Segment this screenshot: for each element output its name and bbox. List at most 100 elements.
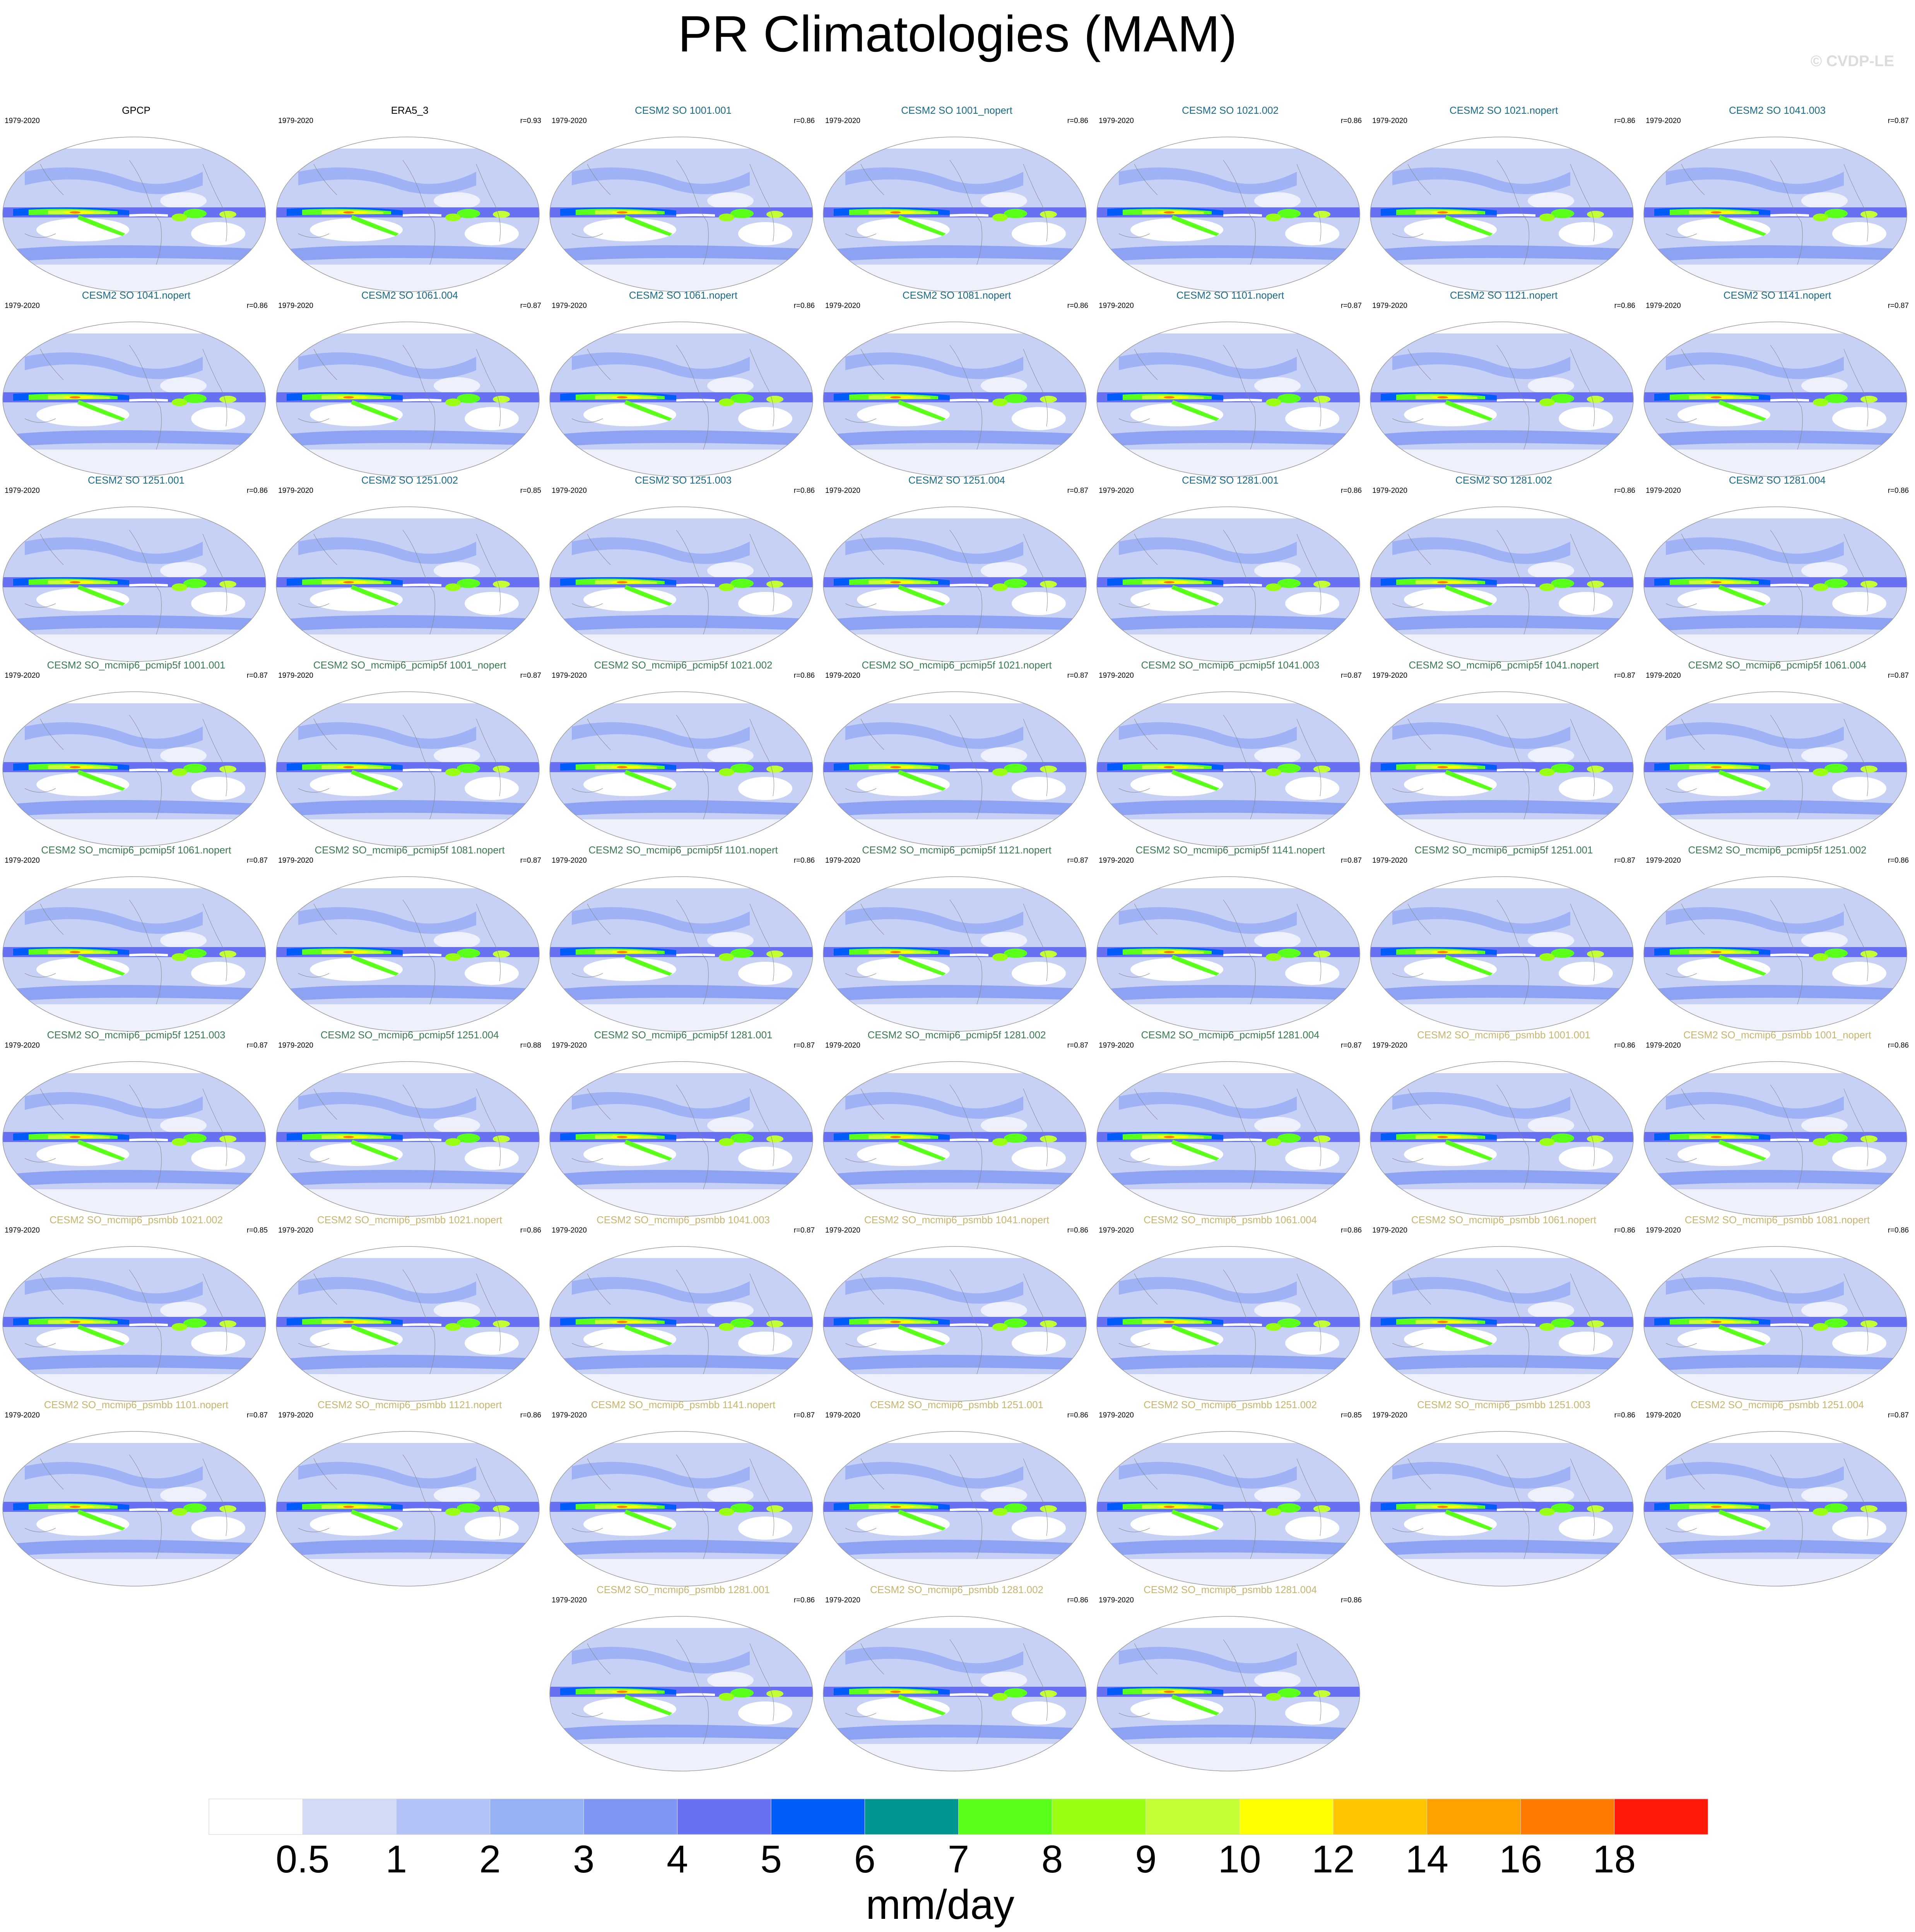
panel-period: 1979-2020	[1099, 1226, 1134, 1234]
precip-map	[1643, 691, 1907, 847]
colorbar-tick-label: 10	[1218, 1838, 1261, 1881]
panel-period: 1979-2020	[552, 1041, 587, 1050]
panel-title: CESM2 SO 1251.004	[908, 474, 1005, 486]
precip-map	[1370, 1431, 1634, 1587]
panel-title: CESM2 SO_mcmip6_psmbb 1041.nopert	[864, 1214, 1050, 1226]
colorbar-swatch	[1052, 1799, 1146, 1835]
panel-title: CESM2 SO_mcmip6_pcmip5f 1251.001	[1414, 844, 1593, 856]
colorbar-tick-label: 3	[573, 1838, 595, 1881]
panel-period: 1979-2020	[278, 1411, 313, 1419]
panel-period: 1979-2020	[1646, 487, 1681, 495]
panel-period: 1979-2020	[1646, 857, 1681, 865]
precip-map	[2, 1246, 266, 1402]
panel-title: CESM2 SO_mcmip6_psmbb 1281.001	[596, 1584, 770, 1595]
panel-correlation: r=0.87	[1067, 1041, 1088, 1050]
panel-correlation: r=0.87	[246, 1041, 268, 1050]
panel-correlation: r=0.87	[520, 857, 541, 865]
precip-map	[549, 137, 813, 292]
panel-correlation: r=0.86	[1614, 1411, 1635, 1419]
panel-title: CESM2 SO_mcmip6_psmbb 1081.nopert	[1684, 1214, 1870, 1226]
map-panel: CESM2 SO_mcmip6_psmbb 1141.nopert 1979-20…	[548, 1397, 819, 1629]
colorbar-outline	[209, 1799, 1708, 1835]
panel-correlation: r=0.86	[1888, 857, 1909, 865]
colorbar-swatch	[583, 1799, 678, 1835]
panel-period: 1979-2020	[278, 1226, 313, 1234]
colorbar-swatch	[677, 1799, 771, 1835]
map-panel: CESM2 SO_mcmip6_psmbb 1121.nopert 1979-20…	[274, 1397, 545, 1629]
precip-map	[1370, 137, 1634, 292]
map-panel: CESM2 SO_mcmip6_psmbb 1021.002 1979-2020 r…	[1, 1212, 272, 1444]
panel-correlation: r=0.86	[1067, 1596, 1088, 1604]
panel-period: 1979-2020	[5, 672, 40, 680]
panel-title: CESM2 SO_mcmip6_pcmip5f 1141.nopert	[1135, 844, 1325, 856]
panel-title: CESM2 SO_mcmip6_psmbb 1061.nopert	[1411, 1214, 1597, 1226]
precip-map	[2, 691, 266, 847]
panel-title: CESM2 SO_mcmip6_psmbb 1061.004	[1143, 1214, 1317, 1226]
panel-title: CESM2 SO 1281.001	[1181, 474, 1279, 486]
precip-map	[549, 506, 813, 662]
precip-map	[1370, 321, 1634, 477]
panel-period: 1979-2020	[278, 672, 313, 680]
map-panel: CESM2 SO_mcmip6_pcmip5f 1251.004 1979-202…	[274, 1027, 545, 1259]
map-panel: CESM2 SO_mcmip6_psmbb 1081.nopert 1979-20…	[1642, 1212, 1913, 1444]
colorbar-tick-label: 18	[1593, 1838, 1636, 1881]
colorbar-tick-label: 12	[1312, 1838, 1355, 1881]
panel-correlation: r=0.87	[793, 1041, 815, 1050]
precip-map	[823, 1431, 1087, 1587]
map-panel: CESM2 SO_mcmip6_pcmip5f 1281.002 1979-202…	[821, 1027, 1092, 1259]
panel-period: 1979-2020	[1372, 302, 1407, 310]
map-panel: CESM2 SO 1001_nopert 1979-2020 r=0.86	[821, 102, 1092, 334]
map-panel: CESM2 SO_mcmip6_psmbb 1281.002 1979-2020 r…	[821, 1582, 1092, 1814]
panel-period: 1979-2020	[825, 857, 860, 865]
panel-correlation: r=0.86	[1888, 1226, 1909, 1234]
precip-map	[823, 506, 1087, 662]
colorbar-tick-label: 14	[1405, 1838, 1448, 1881]
panel-period: 1979-2020	[552, 302, 587, 310]
map-panel: CESM2 SO 1081.nopert 1979-2020 r=0.86	[821, 287, 1092, 519]
panel-period: 1979-2020	[5, 1226, 40, 1234]
panel-title: CESM2 SO 1141.nopert	[1723, 289, 1831, 301]
panel-period: 1979-2020	[1646, 1041, 1681, 1050]
panel-period: 1979-2020	[1099, 1411, 1134, 1419]
panel-title: CESM2 SO_mcmip6_psmbb 1021.nopert	[317, 1214, 503, 1226]
precip-map	[1643, 876, 1907, 1032]
panel-correlation: r=0.87	[1614, 857, 1635, 865]
map-panel: CESM2 SO_mcmip6_pcmip5f 1251.003 1979-202…	[1, 1027, 272, 1259]
panel-period: 1979-2020	[5, 1041, 40, 1050]
panel-period: 1979-2020	[5, 302, 40, 310]
panel-correlation: r=0.87	[246, 1411, 268, 1419]
panel-title: CESM2 SO_mcmip6_pcmip5f 1101.nopert	[588, 844, 778, 856]
panel-period: 1979-2020	[825, 1226, 860, 1234]
panel-title: CESM2 SO 1251.001	[87, 474, 185, 486]
precip-map	[1096, 1431, 1360, 1587]
map-panel: CESM2 SO_mcmip6_pcmip5f 1251.002 1979-202…	[1642, 842, 1913, 1074]
panel-period: 1979-2020	[1372, 1411, 1407, 1419]
map-panel: CESM2 SO 1251.003 1979-2020 r=0.86	[548, 472, 819, 704]
colorbar-swatch	[864, 1799, 959, 1835]
panel-period: 1979-2020	[1099, 117, 1134, 125]
colorbar-unit-label: mm/day	[866, 1881, 1014, 1928]
panel-title: CESM2 SO_mcmip6_pcmip5f 1281.001	[594, 1029, 773, 1041]
precip-map	[1643, 1061, 1907, 1217]
map-panel: CESM2 SO_mcmip6_psmbb 1021.nopert 1979-20…	[274, 1212, 545, 1444]
map-panel: CESM2 SO_mcmip6_pcmip5f 1281.004 1979-202…	[1095, 1027, 1366, 1259]
panel-title: CESM2 SO 1251.002	[361, 474, 458, 486]
panel-title: CESM2 SO_mcmip6_psmbb 1251.001	[870, 1399, 1043, 1411]
colorbar-swatch	[1333, 1799, 1427, 1835]
panel-period: 1979-2020	[1372, 1041, 1407, 1050]
precip-map	[1370, 876, 1634, 1032]
map-panel: CESM2 SO 1061.nopert 1979-2020 r=0.86	[548, 287, 819, 519]
panel-period: 1979-2020	[1099, 857, 1134, 865]
panel-period: 1979-2020	[1099, 487, 1134, 495]
map-panel: CESM2 SO_mcmip6_pcmip5f 1101.nopert 1979-…	[548, 842, 819, 1074]
precip-map	[1370, 1246, 1634, 1402]
map-panel: CESM2 SO_mcmip6_psmbb 1281.001 1979-2020 r…	[548, 1582, 819, 1814]
panel-correlation: r=0.86	[1340, 487, 1362, 495]
colorbar-tick-label: 1	[386, 1838, 407, 1881]
panel-title: CESM2 SO_mcmip6_pcmip5f 1041.nopert	[1409, 659, 1599, 671]
panel-period: 1979-2020	[278, 117, 313, 125]
precip-map	[276, 506, 540, 662]
panel-period: 1979-2020	[1646, 1226, 1681, 1234]
map-panel: CESM2 SO 1001.001 1979-2020 r=0.86	[548, 102, 819, 334]
